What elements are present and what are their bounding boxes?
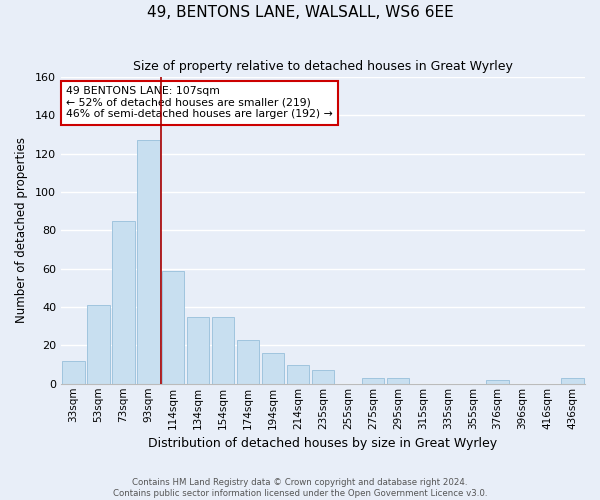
Bar — [487, 380, 509, 384]
Bar — [212, 316, 235, 384]
Bar — [137, 140, 160, 384]
Bar — [162, 270, 184, 384]
Bar — [362, 378, 384, 384]
Title: Size of property relative to detached houses in Great Wyrley: Size of property relative to detached ho… — [133, 60, 513, 73]
Bar — [561, 378, 584, 384]
Bar — [262, 353, 284, 384]
Bar — [187, 316, 209, 384]
Y-axis label: Number of detached properties: Number of detached properties — [15, 138, 28, 324]
Bar — [112, 221, 134, 384]
Bar — [287, 364, 309, 384]
Bar — [62, 361, 85, 384]
Bar — [237, 340, 259, 384]
X-axis label: Distribution of detached houses by size in Great Wyrley: Distribution of detached houses by size … — [148, 437, 497, 450]
Bar — [87, 305, 110, 384]
Text: 49 BENTONS LANE: 107sqm
← 52% of detached houses are smaller (219)
46% of semi-d: 49 BENTONS LANE: 107sqm ← 52% of detache… — [66, 86, 333, 120]
Bar — [312, 370, 334, 384]
Text: Contains HM Land Registry data © Crown copyright and database right 2024.
Contai: Contains HM Land Registry data © Crown c… — [113, 478, 487, 498]
Bar — [386, 378, 409, 384]
Text: 49, BENTONS LANE, WALSALL, WS6 6EE: 49, BENTONS LANE, WALSALL, WS6 6EE — [146, 5, 454, 20]
